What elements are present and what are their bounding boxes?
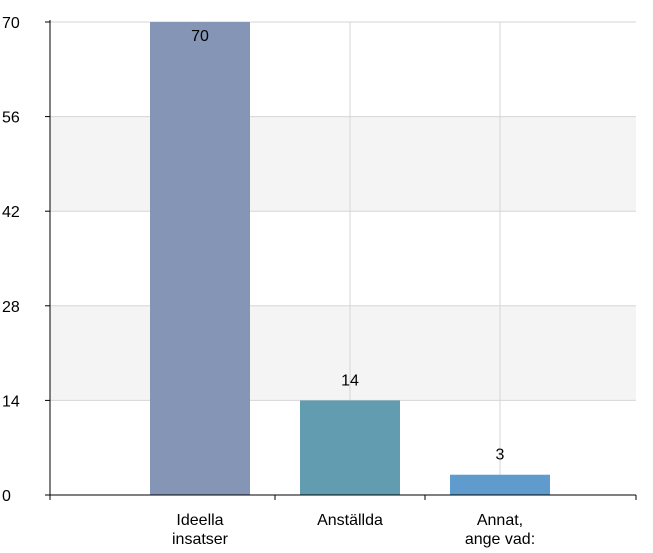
y-tick-label: 56	[2, 110, 20, 127]
bar	[450, 474, 550, 495]
bar	[150, 22, 250, 495]
data-label: 3	[496, 447, 505, 464]
grid-band	[50, 22, 636, 117]
y-axis-ticks: 0 14 28 42 56 70	[2, 15, 50, 505]
y-tick-label: 28	[2, 299, 20, 316]
data-labels: 70 14 3	[191, 28, 504, 464]
x-category-label: Ideella insatser	[172, 512, 229, 548]
y-tick-label: 14	[2, 393, 20, 410]
grid-band	[50, 305, 636, 401]
y-tick-label: 70	[2, 15, 20, 32]
y-tick-label: 0	[2, 488, 11, 505]
grid-band	[50, 211, 636, 306]
plot-background-bands	[50, 22, 636, 495]
x-axis-labels: Ideella insatser Anställda Annat, ange vad:	[172, 512, 535, 548]
bar	[300, 400, 400, 495]
x-category-label: Anställda	[317, 512, 383, 529]
grid-band	[50, 116, 636, 212]
bars	[150, 22, 550, 495]
y-tick-label: 42	[2, 204, 20, 221]
x-category-label: Annat, ange vad:	[465, 512, 535, 548]
axes	[45, 20, 637, 500]
data-label: 70	[191, 28, 209, 45]
data-label: 14	[341, 372, 359, 389]
